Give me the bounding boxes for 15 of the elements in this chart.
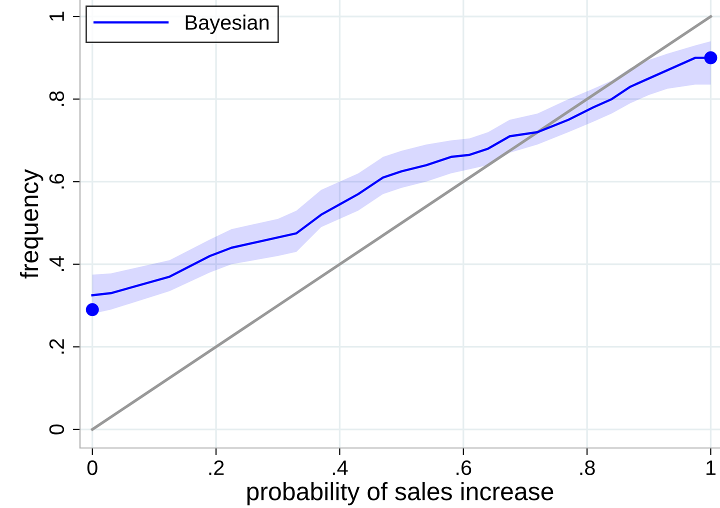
x-tick-label: 1 <box>706 460 716 475</box>
y-tick-label: 1 <box>50 12 64 21</box>
y-tick-label: .4 <box>50 256 64 272</box>
x-tick-label: .8 <box>580 460 595 476</box>
x-tick-label: 0 <box>87 460 98 476</box>
x-tick-label: .6 <box>456 460 472 476</box>
y-tick-label: .2 <box>49 339 64 354</box>
x-axis-title: probability of sales increase <box>247 482 554 506</box>
y-tick-label: .6 <box>49 174 64 188</box>
y-axis-title: frequency <box>20 169 44 279</box>
x-tick-label: .2 <box>209 460 224 475</box>
legend-label: Bayesian <box>186 14 269 34</box>
y-tick-label: .8 <box>49 91 64 106</box>
x-tick-label: .4 <box>332 460 348 475</box>
y-tick-label: 0 <box>49 424 64 434</box>
